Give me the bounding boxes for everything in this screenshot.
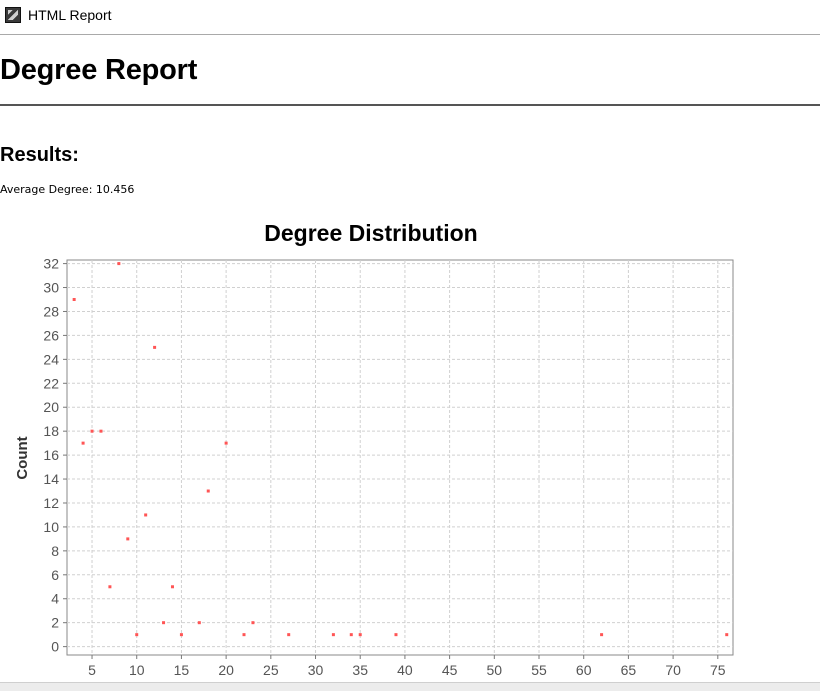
scatter-point bbox=[331, 633, 335, 637]
scatter-point bbox=[287, 633, 291, 637]
x-tick-label: 25 bbox=[263, 662, 279, 678]
window-title: HTML Report bbox=[28, 7, 112, 23]
title-divider bbox=[0, 104, 820, 106]
scatter-point bbox=[251, 621, 255, 625]
scatter-point bbox=[72, 298, 76, 301]
scatter-point bbox=[600, 633, 604, 637]
scatter-point bbox=[144, 513, 148, 517]
y-tick-label: 4 bbox=[51, 591, 59, 607]
y-tick-label: 2 bbox=[51, 615, 59, 631]
y-tick-label: 30 bbox=[43, 280, 59, 296]
scatter-point bbox=[197, 621, 201, 625]
average-degree-text: Average Degree: 10.456 bbox=[0, 183, 135, 196]
x-tick-label: 50 bbox=[487, 662, 503, 678]
x-tick-label: 75 bbox=[710, 662, 726, 678]
scatter-point bbox=[135, 633, 139, 637]
y-tick-label: 16 bbox=[43, 447, 59, 463]
x-tick-label: 30 bbox=[308, 662, 324, 678]
scatter-point bbox=[206, 489, 210, 493]
scatter-point bbox=[153, 345, 157, 349]
x-tick-label: 35 bbox=[352, 662, 368, 678]
y-tick-label: 32 bbox=[43, 256, 59, 272]
scatter-point bbox=[99, 429, 103, 433]
scatter-point bbox=[349, 633, 353, 637]
y-tick-label: 18 bbox=[43, 423, 59, 439]
y-tick-label: 10 bbox=[43, 519, 59, 535]
y-tick-label: 24 bbox=[43, 351, 59, 367]
y-tick-label: 12 bbox=[43, 495, 59, 511]
scatter-point bbox=[179, 633, 183, 637]
scatter-point bbox=[725, 633, 729, 637]
y-tick-label: 14 bbox=[43, 471, 59, 487]
x-tick-label: 5 bbox=[88, 662, 96, 678]
scatter-point bbox=[81, 441, 85, 445]
y-tick-label: 26 bbox=[43, 327, 59, 343]
scatter-point bbox=[90, 429, 94, 433]
y-axis-label: Count bbox=[14, 436, 31, 479]
scatter-point bbox=[242, 633, 246, 637]
axis-ticks: 5 10 15 20 25 30 35 40 45 50 55 60 65 70 7502468101214… bbox=[43, 256, 725, 678]
scatter-point bbox=[394, 633, 398, 637]
y-tick-label: 0 bbox=[51, 639, 59, 655]
plot-area bbox=[66, 259, 734, 656]
y-tick-label: 20 bbox=[43, 399, 59, 415]
chart-title: Degree Distribution bbox=[264, 220, 477, 246]
degree-distribution-chart: Degree Distribution 5 10 15 20 25 30 35 40 45 50 5… bbox=[14, 220, 734, 678]
x-tick-label: 65 bbox=[621, 662, 637, 678]
scatter-point bbox=[108, 585, 112, 589]
scatter-point bbox=[170, 585, 174, 589]
x-tick-label: 55 bbox=[531, 662, 547, 678]
x-tick-label: 40 bbox=[397, 662, 413, 678]
y-tick-label: 6 bbox=[51, 567, 59, 583]
status-strip bbox=[0, 682, 820, 691]
y-tick-label: 22 bbox=[43, 375, 59, 391]
x-tick-label: 45 bbox=[442, 662, 458, 678]
x-tick-label: 10 bbox=[129, 662, 145, 678]
scatter-point bbox=[224, 441, 228, 445]
app-icon bbox=[5, 7, 21, 23]
grid-lines bbox=[67, 260, 733, 655]
scatter-point bbox=[117, 262, 121, 266]
x-tick-label: 70 bbox=[665, 662, 681, 678]
scatter-point bbox=[358, 633, 362, 637]
x-tick-label: 20 bbox=[218, 662, 234, 678]
scatter-point bbox=[126, 537, 130, 541]
report-title: Degree Report bbox=[0, 54, 198, 86]
x-tick-label: 15 bbox=[174, 662, 190, 678]
y-tick-label: 8 bbox=[51, 543, 59, 559]
window-titlebar: HTML Report bbox=[0, 0, 820, 35]
y-tick-label: 28 bbox=[43, 303, 59, 319]
scatter-point bbox=[162, 621, 166, 625]
scatter-points bbox=[72, 262, 729, 637]
x-tick-label: 60 bbox=[576, 662, 592, 678]
results-heading: Results: bbox=[0, 144, 79, 166]
